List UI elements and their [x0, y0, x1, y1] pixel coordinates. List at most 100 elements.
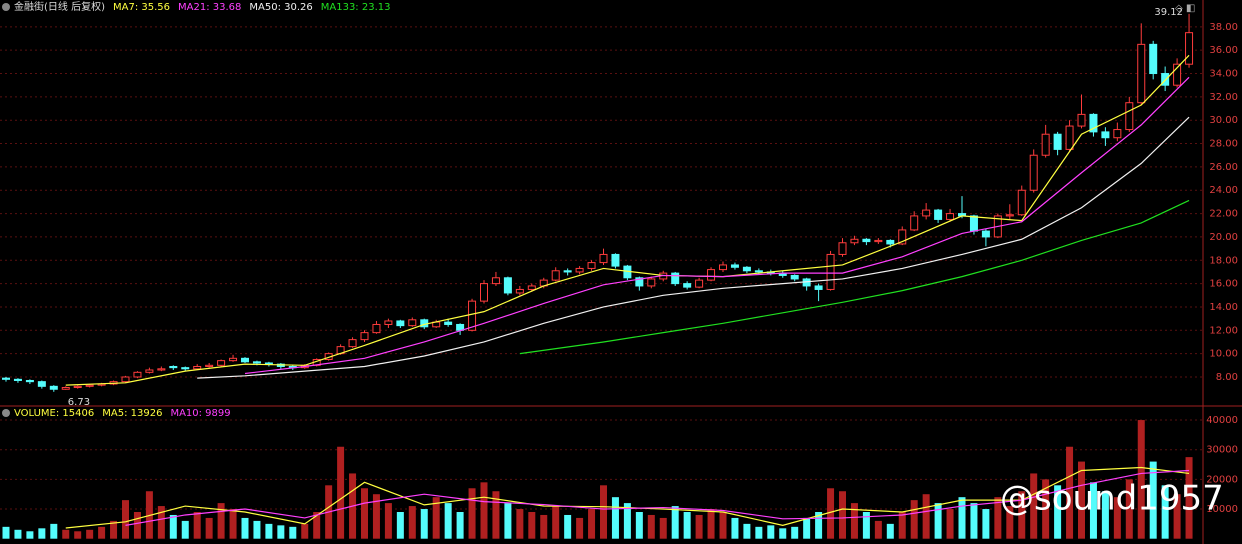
y-tick-label: 34.00: [1209, 69, 1238, 80]
volume-bar: [1185, 457, 1193, 539]
candle-body: [49, 385, 58, 390]
y-tick-label: 36.00: [1209, 45, 1238, 56]
candle-body: [1185, 32, 1194, 65]
volume-bar: [1089, 482, 1097, 539]
candle-body: [969, 215, 978, 232]
volume-bar: [193, 512, 201, 539]
candle-body: [1017, 189, 1026, 216]
candle-body: [2, 377, 10, 380]
candle-body: [647, 278, 656, 287]
candle-body: [480, 283, 488, 302]
y-tick-label: 16.00: [1209, 279, 1238, 290]
candle-body: [886, 239, 895, 245]
volume-bar: [1113, 497, 1121, 539]
volume-bar: [516, 509, 524, 539]
volume-bar: [647, 514, 655, 539]
volume-bar: [1101, 491, 1109, 539]
volume-bar: [361, 488, 368, 539]
candle-body: [587, 262, 596, 269]
candle-body: [826, 253, 835, 290]
candle-body: [683, 283, 692, 288]
candle-body: [515, 288, 524, 294]
volume-bar: [707, 509, 715, 539]
candle-body: [348, 339, 357, 348]
volume-bar: [217, 503, 225, 539]
volume-bar: [743, 523, 751, 539]
volume-bar: [169, 514, 177, 539]
volume-bar: [408, 506, 416, 539]
ma-line: [65, 54, 1190, 386]
volume-bar: [1137, 420, 1145, 539]
volume-bar: [26, 531, 34, 539]
volume-bar: [265, 523, 273, 539]
volume-bar: [803, 517, 811, 539]
candle-body: [73, 385, 82, 388]
volume-bar: [98, 526, 106, 539]
volume-bar: [1149, 461, 1157, 539]
candle-body: [360, 332, 369, 341]
volume-bar: [1078, 461, 1085, 539]
volume-bar: [934, 503, 942, 539]
settings-icon[interactable]: [2, 409, 10, 417]
candle-body: [527, 285, 536, 290]
candle-body: [910, 215, 919, 231]
volume-bar: [62, 529, 70, 539]
volume-bar: [767, 525, 775, 539]
panel-title: VOLUME: 15406: [14, 408, 94, 419]
candle-body: [121, 376, 130, 383]
ma-line: [519, 199, 1190, 355]
candle-body: [229, 357, 238, 362]
candle-body: [85, 384, 94, 387]
legend-entry: MA133: 23.13: [321, 2, 391, 13]
volume-bar: [181, 520, 189, 539]
candle-body: [707, 269, 716, 281]
volume-bar: [110, 520, 118, 539]
volume-bar: [384, 503, 392, 539]
y-tick-label: 38.00: [1209, 22, 1238, 33]
y-tick-label: 12.00: [1209, 325, 1238, 336]
candle-body: [372, 323, 381, 334]
volume-bar: [74, 531, 82, 539]
legend-entry: MA50: 30.26: [249, 2, 312, 13]
volume-bar: [468, 488, 476, 539]
volume-bar: [827, 488, 835, 539]
candle-body: [61, 386, 70, 390]
volume-bar: [253, 520, 261, 539]
volume-bar: [456, 512, 464, 539]
candle-body: [193, 365, 202, 370]
volume-bar: [528, 512, 536, 539]
settings-icon[interactable]: [2, 3, 10, 11]
candle-body: [205, 364, 214, 367]
volume-bar: [38, 528, 46, 539]
candle-body: [1101, 131, 1110, 139]
candle-body: [850, 238, 859, 244]
legend-entry: MA7: 35.56: [113, 2, 170, 13]
volume-bar: [277, 525, 285, 539]
volume-bar: [396, 512, 404, 539]
volume-bar: [815, 512, 823, 539]
candle-body: [396, 320, 405, 327]
candle-body: [1173, 63, 1182, 86]
watermark: @sound1957: [1000, 479, 1224, 519]
candle-body: [1149, 43, 1158, 75]
ma-line: [244, 76, 1190, 375]
volume-bar: [301, 523, 309, 539]
y-tick-label: 26.00: [1209, 162, 1238, 173]
volume-bar: [289, 526, 297, 539]
volume-bar: [552, 506, 560, 539]
candle-body: [874, 239, 883, 243]
volume-bar: [862, 512, 870, 539]
view-icon[interactable]: ◇ ◧: [1175, 3, 1195, 14]
volume-bar: [576, 517, 584, 539]
y-tick-label: 40000: [1206, 415, 1238, 426]
y-tick-label: 30.00: [1209, 115, 1238, 126]
low-annotation: 6.73: [68, 397, 90, 408]
candle-body: [1089, 113, 1098, 133]
candle-body: [503, 277, 512, 294]
volume-bar: [1030, 473, 1038, 539]
candle-body: [384, 320, 393, 325]
candle-body: [814, 285, 823, 290]
candle-body: [145, 369, 154, 373]
